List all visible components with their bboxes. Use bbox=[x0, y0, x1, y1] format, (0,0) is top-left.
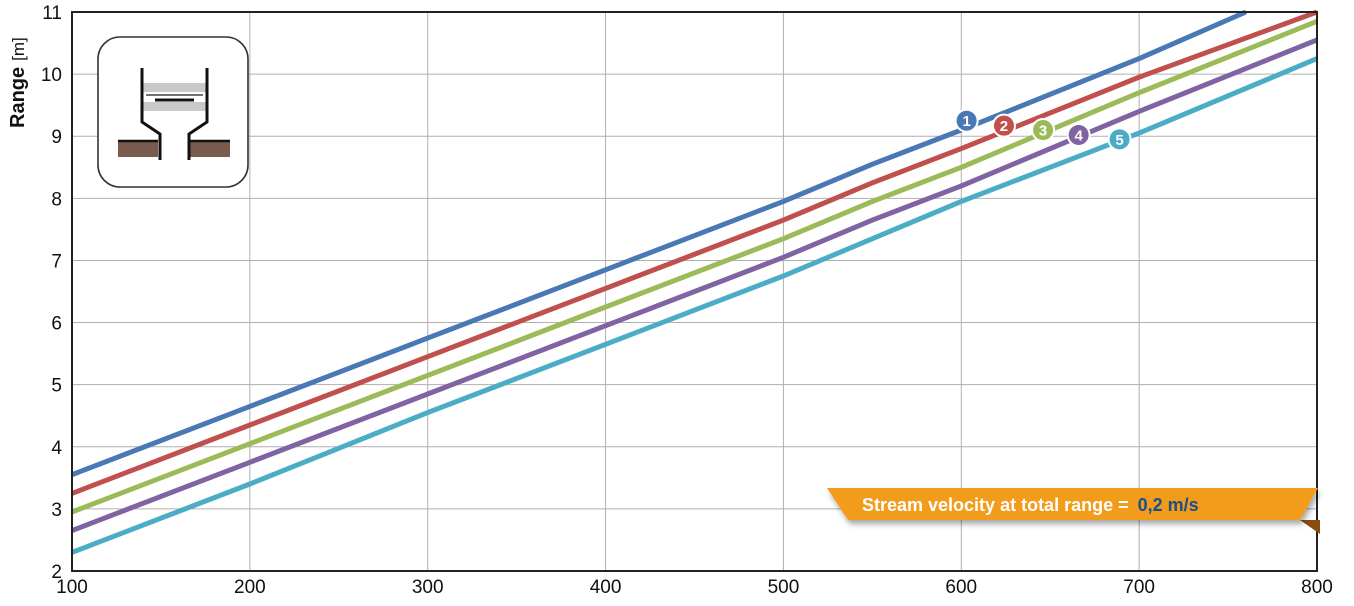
y-tick-label: 9 bbox=[51, 127, 62, 148]
y-tick-label: 8 bbox=[51, 189, 62, 210]
y-tick-label: 4 bbox=[51, 438, 62, 459]
y-axis-unit: [m] bbox=[9, 37, 28, 61]
velocity-banner: Stream velocity at total range = 0,2 m/s bbox=[827, 488, 1320, 534]
series-line-4 bbox=[71, 37, 1318, 533]
y-tick-label: 6 bbox=[51, 314, 62, 335]
x-tick-label: 600 bbox=[945, 577, 977, 598]
y-axis-label: Range [m] bbox=[7, 37, 29, 128]
series-marker-2 bbox=[991, 113, 1016, 138]
y-tick-label: 11 bbox=[42, 3, 62, 24]
x-tick-label: 100 bbox=[56, 577, 88, 598]
series-line-5 bbox=[71, 56, 1318, 555]
y-tick-label: 2 bbox=[51, 562, 62, 583]
y-tick-label: 5 bbox=[51, 376, 62, 397]
y-axis-title: Range bbox=[7, 67, 29, 128]
banner-tail bbox=[1300, 520, 1320, 534]
series-marker-3 bbox=[1031, 118, 1056, 143]
banner-value: 0,2 m/s bbox=[1138, 495, 1199, 515]
series-lines bbox=[71, 9, 1318, 555]
channel-profile-icon bbox=[97, 36, 249, 188]
x-tick-label: 300 bbox=[412, 577, 444, 598]
series-marker-label: 2 bbox=[1000, 118, 1008, 135]
series-marker-label: 5 bbox=[1115, 132, 1123, 149]
y-tick-labels: 2 3 4 5 6 7 8 9 10 11 bbox=[41, 3, 63, 583]
plot-frame bbox=[71, 11, 1318, 572]
series-line-1 bbox=[71, 9, 1247, 478]
x-tick-label: 400 bbox=[590, 577, 622, 598]
x-tick-label: 700 bbox=[1123, 577, 1155, 598]
series-line-2 bbox=[71, 9, 1318, 496]
series-marker-label: 4 bbox=[1074, 127, 1083, 144]
series-marker-5 bbox=[1107, 127, 1132, 152]
x-tick-labels: 100 200 300 400 500 600 700 800 bbox=[56, 577, 1333, 598]
series-marker-1 bbox=[954, 108, 979, 133]
banner-label: Stream velocity at total range = bbox=[862, 495, 1134, 515]
series-markers: 1 2 3 4 5 bbox=[954, 108, 1132, 152]
x-tick-label: 200 bbox=[234, 577, 266, 598]
y-tick-label: 10 bbox=[41, 65, 62, 86]
y-tick-label: 7 bbox=[51, 251, 62, 272]
banner-text: Stream velocity at total range = 0,2 m/s bbox=[862, 495, 1199, 515]
series-marker-4 bbox=[1066, 122, 1091, 147]
series-line-3 bbox=[71, 18, 1318, 515]
x-tick-label: 800 bbox=[1301, 577, 1333, 598]
x-tick-label: 500 bbox=[768, 577, 800, 598]
series-marker-label: 3 bbox=[1039, 123, 1047, 140]
series-marker-label: 1 bbox=[962, 113, 970, 130]
banner-shape bbox=[827, 488, 1318, 520]
y-tick-label: 3 bbox=[51, 500, 62, 521]
